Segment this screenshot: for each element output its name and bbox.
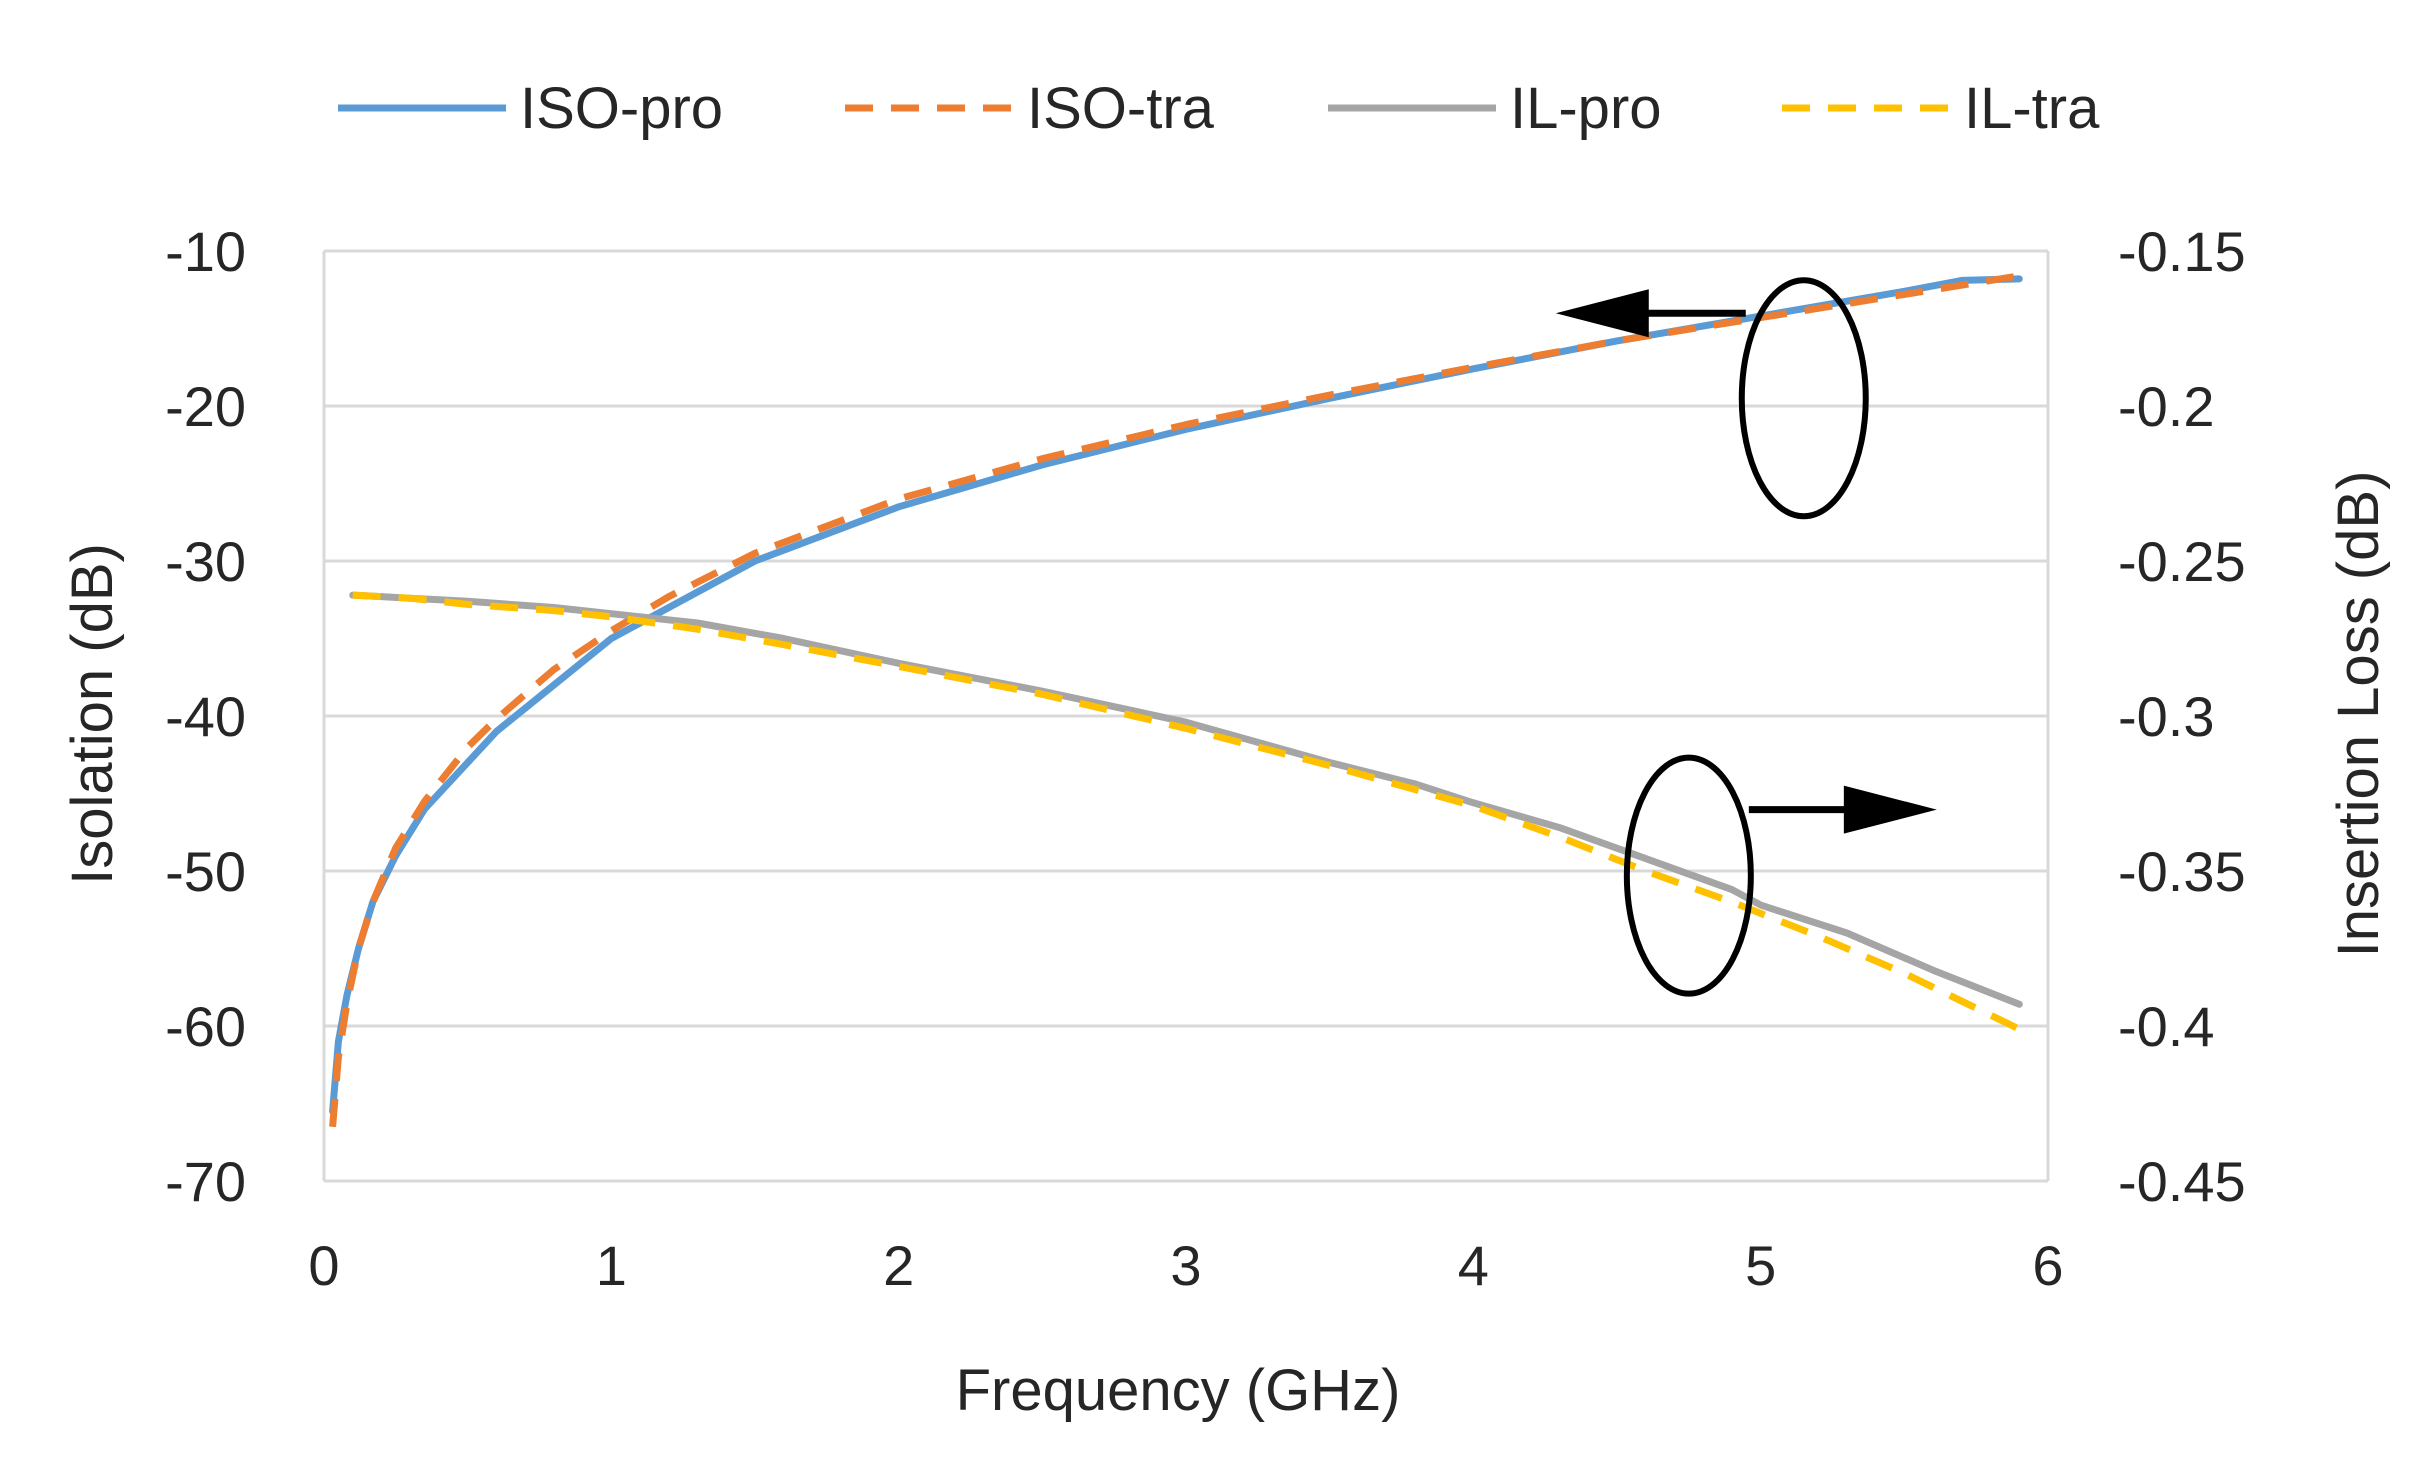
y-left-tick-label: -70 (165, 1150, 246, 1213)
series-line-iso-tra (329, 272, 2020, 1128)
y-right-tick-label: -0.45 (2118, 1150, 2246, 1213)
series-line-il-pro (349, 591, 2023, 1008)
legend-label-iso-pro: ISO-pro (520, 76, 723, 141)
x-tick-label: 5 (1745, 1234, 1776, 1297)
y-left-tick-label: -30 (165, 530, 246, 593)
legend-label-il-tra: IL-tra (1964, 76, 2100, 141)
data-series (329, 272, 2023, 1128)
x-tick-label: 4 (1458, 1234, 1489, 1297)
x-axis-label: Frequency (GHz) (956, 1358, 1401, 1423)
arrow-right-icon (1843, 785, 1937, 834)
y-right-tick-label: -0.35 (2118, 840, 2246, 903)
x-tick-label: 2 (883, 1234, 914, 1297)
y-right-tick-label: -0.2 (2118, 375, 2215, 438)
y-left-tick-label: -20 (165, 375, 246, 438)
x-tick-label: 3 (1170, 1234, 1201, 1297)
axes: -10 -0.15 -20 -0.2 -30 -0.25 -40 -0.3 -50 -0.35 -6… (165, 220, 2246, 1297)
series-line-iso-pro (329, 275, 2023, 1115)
y-left-tick-label: -10 (165, 220, 246, 283)
legend-label-il-pro: IL-pro (1510, 76, 1662, 141)
annotations (1555, 277, 1937, 997)
y-right-tick-label: -0.25 (2118, 530, 2246, 593)
legend: ISO-pro ISO-tra IL-pro IL-tra (338, 76, 2100, 141)
y-right-tick-label: -0.4 (2118, 995, 2215, 1058)
x-tick-label: 1 (596, 1234, 627, 1297)
y-left-tick-label: -40 (165, 685, 246, 748)
y-left-tick-label: -50 (165, 840, 246, 903)
y-left-tick-label: -60 (165, 995, 246, 1058)
annotation-ellipse (1738, 277, 1869, 520)
x-tick-label: 0 (308, 1234, 339, 1297)
series-line-il-tra (352, 591, 2021, 1033)
y-axis-left-label: Isolation (dB) (60, 543, 125, 885)
arrow-left-icon (1555, 289, 1649, 338)
x-tick-label: 6 (2032, 1234, 2063, 1297)
legend-label-iso-tra: ISO-tra (1027, 76, 1215, 141)
gridlines (324, 249, 2048, 1183)
y-axis-right-label: Insertion Loss (dB) (2326, 471, 2391, 958)
annotation-ellipse (1623, 754, 1754, 997)
y-right-tick-label: -0.3 (2118, 685, 2215, 748)
y-right-tick-label: -0.15 (2118, 220, 2246, 283)
